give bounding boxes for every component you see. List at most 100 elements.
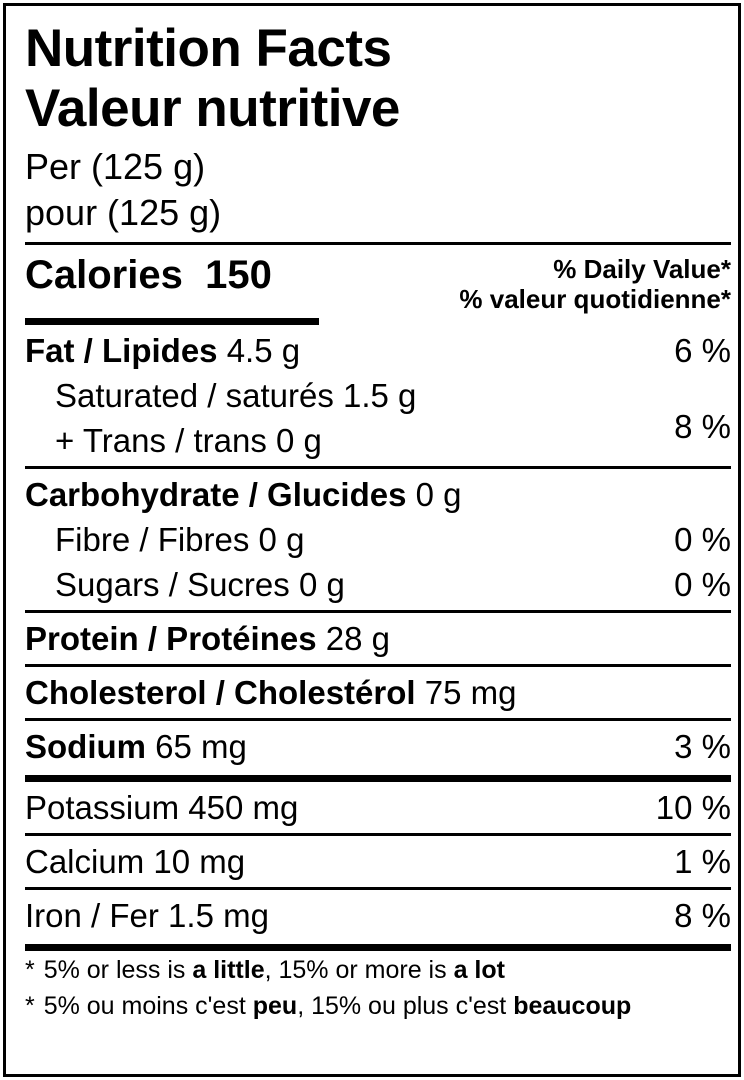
iron-label: Iron / Fer 1.5 mg <box>25 893 269 938</box>
calories-section: Calories 150 % Daily Value* % valeur quo… <box>25 245 731 325</box>
nutrient-row-trans: + Trans / trans 0 g <box>25 418 416 463</box>
footnote-star-english: * <box>25 956 37 984</box>
protein-section: Protein / Protéines 28 g <box>25 613 731 664</box>
nutrient-row-potassium: Potassium 450 mg 10 % <box>25 785 731 830</box>
footnote-fr-bold1: peu <box>252 992 298 1020</box>
label-title-french: Valeur nutritive <box>25 79 400 138</box>
divider-below-serving <box>25 242 731 245</box>
fibre-name: Fibre / Fibres <box>55 521 250 558</box>
footnote-fr-bold2: beaucoup <box>513 992 632 1020</box>
iron-name: Iron / Fer <box>25 897 159 934</box>
label-title-english: Nutrition Facts <box>25 19 392 78</box>
potassium-section: Potassium 450 mg 10 % <box>25 782 731 833</box>
sugars-amount: 0 g <box>298 566 345 603</box>
carbohydrate-section: Carbohydrate / Glucides 0 g Fibre / Fibr… <box>25 469 731 610</box>
potassium-label: Potassium 450 mg <box>25 785 298 830</box>
serving-size-english: Per (125 g) <box>25 146 206 187</box>
protein-name: Protein / Protéines <box>25 620 317 657</box>
footnote-en-bold1: a little <box>192 956 265 984</box>
label-border: Nutrition Facts Valeur nutritive Per (12… <box>3 3 741 1077</box>
cholesterol-section: Cholesterol / Cholestérol 75 mg <box>25 667 731 718</box>
carbohydrate-name: Carbohydrate / Glucides <box>25 476 407 513</box>
saturated-trans-lines: Saturated / saturés 1.5 g + Trans / tran… <box>25 373 416 463</box>
divider-below-cholesterol <box>25 718 731 721</box>
calories-value: 150 <box>205 253 272 297</box>
calcium-name: Calcium <box>25 843 145 880</box>
nutrient-row-protein: Protein / Protéines 28 g <box>25 616 731 661</box>
fat-daily-value: 6 % <box>674 332 731 369</box>
fat-amount: 4.5 g <box>226 332 301 369</box>
cholesterol-name: Cholesterol / Cholestérol <box>25 674 416 711</box>
sodium-label: Sodium 65 mg <box>25 724 247 769</box>
calories-line: Calories 150 <box>25 251 272 299</box>
footnote-english: * 5% or less is a little, 15% or more is… <box>25 951 731 987</box>
daily-value-header: % Daily Value* % valeur quotidienne* <box>459 251 731 314</box>
footnote-french: * 5% ou moins c'est peu, 15% ou plus c'e… <box>25 987 731 1023</box>
footnote-en-part1: 5% or less is <box>43 956 193 984</box>
calcium-section: Calcium 10 mg 1 % <box>25 836 731 887</box>
nutrient-row-fat: Fat / Lipides 4.5 g 6 % <box>25 328 731 373</box>
footnote-star-french: * <box>25 992 37 1020</box>
fibre-label: Fibre / Fibres 0 g <box>25 517 304 562</box>
divider-below-carbohydrate <box>25 610 731 613</box>
divider-below-calcium <box>25 887 731 890</box>
cholesterol-label: Cholesterol / Cholestérol 75 mg <box>25 670 516 715</box>
sodium-name: Sodium <box>25 728 146 765</box>
nutrient-row-fibre: Fibre / Fibres 0 g 0 % <box>25 517 731 562</box>
sodium-amount: 65 mg <box>155 728 247 765</box>
divider-thick-below-sodium <box>25 775 731 782</box>
fibre-amount: 0 g <box>258 521 305 558</box>
sodium-daily-value: 3 % <box>674 728 731 765</box>
trans-amount: 0 g <box>276 422 322 459</box>
cholesterol-amount: 75 mg <box>424 674 517 711</box>
saturated-trans-group: Saturated / saturés 1.5 g + Trans / tran… <box>25 373 731 463</box>
carbohydrate-label: Carbohydrate / Glucides 0 g <box>25 472 461 517</box>
daily-value-header-english: % Daily Value* <box>553 254 731 284</box>
label-content: Nutrition Facts Valeur nutritive Per (12… <box>25 14 731 1023</box>
fat-label: Fat / Lipides 4.5 g <box>25 328 300 373</box>
divider-below-protein <box>25 664 731 667</box>
iron-amount: 1.5 mg <box>168 897 269 934</box>
footnote-fr-part2: , 15% ou plus c'est <box>297 992 514 1020</box>
protein-amount: 28 g <box>325 620 390 657</box>
calcium-amount: 10 mg <box>153 843 246 880</box>
footnote-fr-part1: 5% ou moins c'est <box>43 992 253 1020</box>
potassium-amount: 450 mg <box>188 789 299 826</box>
fibre-daily-value: 0 % <box>674 521 731 558</box>
potassium-name: Potassium <box>25 789 180 826</box>
iron-section: Iron / Fer 1.5 mg 8 % <box>25 890 731 941</box>
daily-value-header-french: % valeur quotidienne* <box>459 284 731 314</box>
sugars-name: Sugars / Sucres <box>55 566 290 603</box>
saturated-name: Saturated / saturés <box>55 377 334 414</box>
divider-below-fat <box>25 466 731 469</box>
divider-thick-above-footnotes <box>25 944 731 951</box>
nutrient-row-iron: Iron / Fer 1.5 mg 8 % <box>25 893 731 938</box>
nutrient-row-cholesterol: Cholesterol / Cholestérol 75 mg <box>25 670 731 715</box>
saturated-amount: 1.5 g <box>343 377 417 414</box>
divider-below-potassium <box>25 833 731 836</box>
footnote-en-part2: , 15% or more is <box>264 956 454 984</box>
nutrient-row-calcium: Calcium 10 mg 1 % <box>25 839 731 884</box>
calories-label: Calories <box>25 253 183 297</box>
calcium-label: Calcium 10 mg <box>25 839 245 884</box>
calories-underline-bar <box>25 318 319 325</box>
trans-name: + Trans / trans <box>55 422 267 459</box>
nutrient-row-saturated: Saturated / saturés 1.5 g <box>25 373 416 418</box>
sugars-label: Sugars / Sucres 0 g <box>25 562 345 607</box>
potassium-daily-value: 10 % <box>655 789 731 826</box>
carbohydrate-amount: 0 g <box>415 476 462 513</box>
nutrient-row-sugars: Sugars / Sucres 0 g 0 % <box>25 562 731 607</box>
protein-label: Protein / Protéines 28 g <box>25 616 390 661</box>
sugars-daily-value: 0 % <box>674 566 731 603</box>
footnote-en-bold2: a lot <box>453 956 505 984</box>
nutrient-row-carbohydrate: Carbohydrate / Glucides 0 g <box>25 472 731 517</box>
serving-size-french: pour (125 g) <box>25 192 222 233</box>
nutrient-row-sodium: Sodium 65 mg 3 % <box>25 724 731 769</box>
fat-section: Fat / Lipides 4.5 g 6 % Saturated / satu… <box>25 325 731 466</box>
fat-name: Fat / Lipides <box>25 332 218 369</box>
sodium-section: Sodium 65 mg 3 % <box>25 721 731 772</box>
iron-daily-value: 8 % <box>674 897 731 934</box>
saturated-trans-daily-value: 8 % <box>674 408 731 445</box>
calcium-daily-value: 1 % <box>674 843 731 880</box>
